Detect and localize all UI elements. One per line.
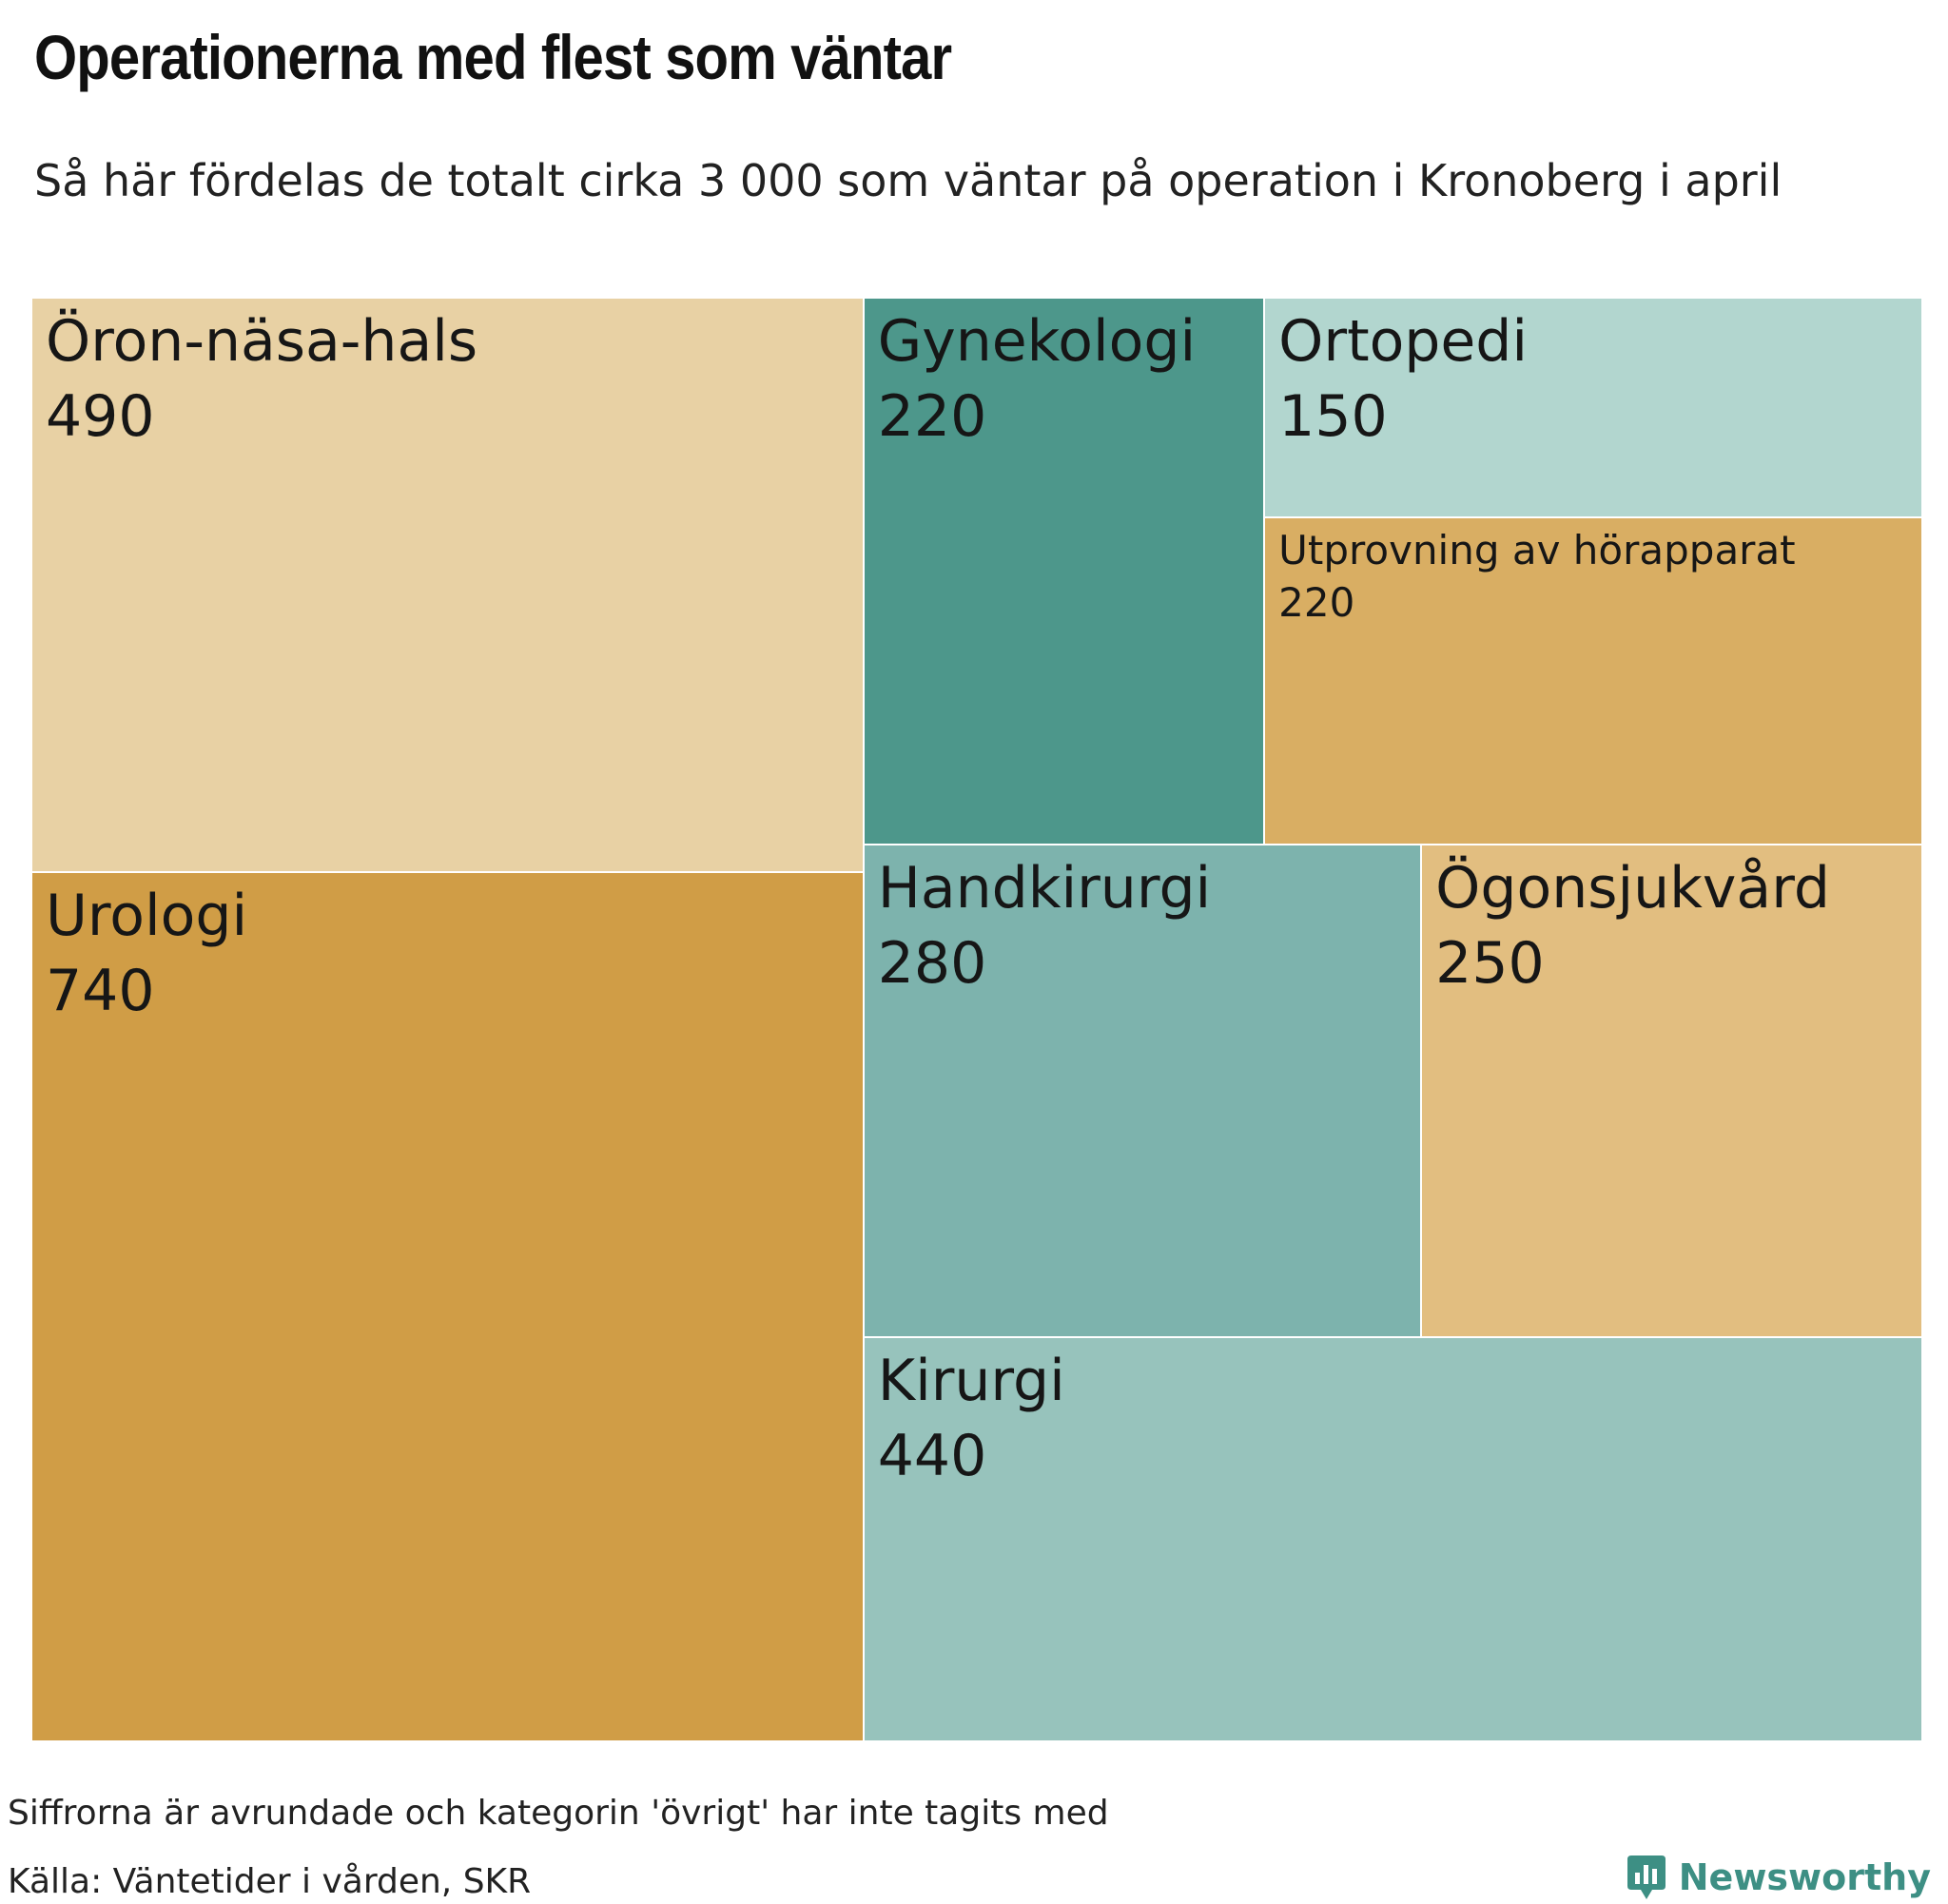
tile-label: Öron-näsa-hals 490 [46,304,477,455]
tile-label: Handkirurgi 280 [878,851,1211,1001]
tile-category-name: Kirurgi [877,1347,1065,1414]
tile-category-name: Ögonsjukvård [1435,855,1830,923]
tile-value: 220 [1278,578,1355,626]
tile-value: 440 [877,1422,987,1489]
chart-subtitle: Så här fördelas de totalt cirka 3 000 so… [34,155,1782,206]
tile-category-name: Öron-näsa-hals [46,308,478,375]
brand-logo: Newsworthy [1626,1851,1931,1904]
tile-category-name: Ortopedi [1278,308,1529,375]
tile-category-name: Gynekologi [877,308,1197,375]
tile-value: 220 [877,383,987,450]
treemap-tile: Kirurgi 440 [864,1337,1923,1742]
tile-category-name: Handkirurgi [877,855,1212,923]
treemap-tile: Urologi 740 [32,873,865,1742]
treemap-tile: Ögonsjukvård 250 [1422,845,1923,1338]
tile-label: Ortopedi 150 [1278,304,1528,455]
treemap-tile: Utprovning av hörapparat 220 [1265,517,1923,846]
tile-label: Utprovning av hörapparat 220 [1278,524,1795,629]
tile-value: 280 [877,930,987,998]
chart-title: Operationerna med flest som väntar [34,22,952,92]
tile-value: 150 [1278,383,1388,450]
treemap-tile: Öron-näsa-hals 490 [32,299,865,874]
tile-label: Kirurgi 440 [878,1344,1065,1494]
tile-category-name: Urologi [46,883,248,950]
treemap-tile: Handkirurgi 280 [864,845,1423,1338]
tile-value: 740 [46,958,155,1025]
treemap-tile: Gynekologi 220 [864,299,1266,846]
treemap: Öron-näsa-hals 490 Urologi 740 Gynekologi 220… [32,299,1923,1742]
source-note: Källa: Väntetider i vården, SKR [8,1862,532,1901]
newsworthy-logo-icon [1627,1855,1666,1899]
footnote: Siffrorna är avrundade och kategorin 'öv… [8,1794,1109,1833]
tile-label: Gynekologi 220 [878,304,1196,455]
tile-label: Urologi 740 [46,879,247,1029]
tile-label: Ögonsjukvård 250 [1435,851,1830,1001]
tile-value: 250 [1435,930,1545,998]
tile-category-name: Utprovning av hörapparat [1278,526,1796,573]
tile-value: 490 [46,383,155,450]
treemap-tile: Ortopedi 150 [1265,299,1923,518]
brand-name: Newsworthy [1678,1856,1931,1898]
